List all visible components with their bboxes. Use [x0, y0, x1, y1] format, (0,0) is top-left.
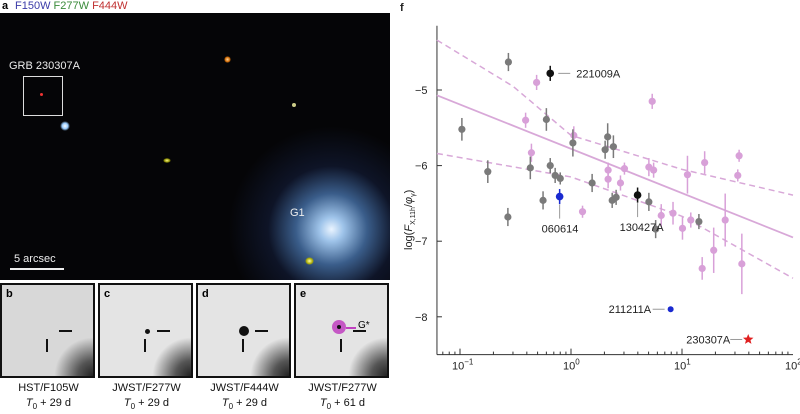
grb-label: 230307A [686, 334, 731, 346]
long-grb-point [458, 125, 466, 133]
short-grb-point [533, 78, 541, 87]
long-grb-point [588, 179, 596, 187]
long-grb-point [504, 213, 512, 221]
grb-highlight-point [546, 69, 555, 78]
panel-f-letter: f [400, 2, 404, 14]
long-grb-point [604, 133, 612, 141]
y-tick-label: −5 [415, 85, 428, 97]
grb-label: 060614 [542, 224, 579, 236]
long-grb-point [695, 217, 703, 226]
x-tick-label: 10−1 [452, 358, 474, 373]
long-grb-point [546, 162, 554, 170]
subpanel-b: b [0, 283, 95, 378]
y-axis-label: log(FX,11h/φγ) [403, 190, 417, 250]
short-grb-point [604, 175, 612, 183]
short-grb-point [701, 158, 709, 167]
short-grb-point [734, 171, 742, 180]
marker-tick-v [144, 339, 146, 352]
subpanel-c: c [98, 283, 193, 378]
long-grb-point [612, 193, 620, 201]
marker-tick-h [59, 330, 72, 332]
fit-line [436, 94, 794, 239]
subpanel-caption: JWST/F277W T0 + 29 d [112, 382, 181, 412]
long-grb-point [609, 143, 618, 151]
long-grb-point [542, 115, 550, 124]
long-grb-point [504, 58, 513, 66]
subpanel-letter: d [202, 288, 209, 300]
short-grb-point [721, 216, 729, 224]
filter-f150w: F150W [15, 0, 51, 12]
marker-tick-v [340, 339, 342, 352]
long-grb-point [645, 198, 653, 206]
grb-highlight-point [555, 192, 564, 201]
panel-a-letter: a [2, 0, 9, 12]
subpanel-caption: JWST/F277W T0 + 61 d [308, 382, 377, 412]
short-grb-point [527, 149, 536, 157]
long-grb-point [484, 168, 492, 176]
y-tick-label: −7 [415, 236, 428, 248]
scale-bar [10, 268, 64, 270]
short-grb-point [678, 224, 687, 232]
target-label: GRB 230307A [9, 60, 80, 72]
subpanel-letter: b [6, 288, 13, 300]
x-tick-label: 102 [785, 358, 800, 373]
x-tick-label: 101 [674, 358, 691, 373]
filter-legend: F150W F277W F444W [15, 0, 128, 12]
galaxy-label: G1 [290, 207, 305, 219]
grb-label: 130427A [620, 222, 665, 234]
subpanel-e: e G* [294, 283, 389, 378]
x-tick-label: 100 [563, 358, 580, 373]
subpanel-letter: c [104, 288, 111, 300]
marker-tick-h [353, 330, 366, 332]
short-grb-point [578, 208, 587, 216]
long-grb-point [652, 225, 660, 233]
short-grb-point [604, 166, 612, 174]
short-grb-point [683, 171, 692, 179]
scale-bar-label: 5 arcsec [14, 253, 56, 265]
grb-highlight-point [633, 191, 642, 199]
y-tick-label: −8 [415, 312, 428, 324]
subpanel-d: d [196, 283, 291, 378]
jwst-color-image: GRB 230307A G1 5 arcsec [0, 13, 390, 280]
subpanel-caption: HST/F105W T0 + 29 d [18, 382, 79, 412]
filter-f444w: F444W [92, 0, 128, 12]
short-grb-point [710, 246, 718, 254]
short-grb-point [657, 211, 665, 220]
marker-tick-h [255, 330, 268, 332]
short-grb-point [620, 165, 629, 173]
subpanel-caption: JWST/F444W T0 + 29 d [210, 382, 279, 412]
grb-star-marker [742, 333, 754, 344]
short-grb-point [698, 264, 706, 273]
short-grb-point [735, 152, 743, 160]
target-box [23, 76, 63, 116]
long-grb-point [556, 174, 564, 183]
filter-f277w: F277W [53, 0, 89, 12]
grb-label: 211211A [609, 304, 652, 316]
marker-tick-v [242, 339, 244, 352]
short-grb-point [616, 179, 625, 187]
marker-tick-h [157, 330, 170, 332]
short-grb-point [648, 97, 656, 105]
short-grb-point [522, 116, 530, 124]
grb-label: 221009A [576, 68, 621, 80]
grb-highlight-point [667, 306, 674, 313]
short-grb-point [738, 260, 746, 268]
long-grb-point [569, 139, 577, 147]
short-grb-point [650, 166, 658, 174]
g-star-label: G* [358, 320, 370, 331]
short-grb-point [669, 209, 677, 217]
long-grb-point [526, 164, 534, 172]
short-grb-point [570, 131, 578, 139]
y-tick-label: −6 [415, 161, 428, 173]
fit-lower-bound [436, 152, 794, 279]
marker-tick-v [46, 339, 48, 352]
short-grb-point [687, 216, 695, 224]
subpanel-letter: e [300, 288, 307, 300]
long-grb-point [539, 196, 547, 204]
